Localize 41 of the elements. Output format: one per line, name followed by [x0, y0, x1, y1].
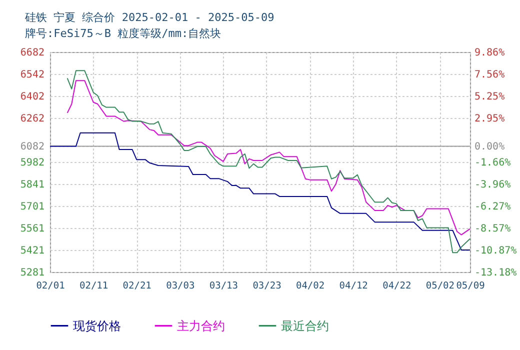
- x-tick-label: 03/13: [209, 280, 238, 292]
- y-tick-label: 6542: [20, 69, 44, 80]
- x-tick-label: 05/09: [456, 280, 486, 292]
- y2-tick-label: -1.66%: [474, 158, 511, 168]
- legend-label: 现货价格: [73, 318, 121, 333]
- y-tick-label: 5841: [20, 180, 44, 191]
- x-tick-label: 03/23: [252, 280, 282, 292]
- legend-label: 主力合约: [177, 318, 225, 333]
- y-tick-label: 5421: [20, 246, 44, 257]
- x-tick-label: 02/01: [36, 280, 66, 292]
- y2-tick-label: -8.57%: [474, 223, 511, 234]
- y2-tick-label: 7.56%: [474, 69, 505, 80]
- x-tick-label: 04/12: [339, 280, 368, 292]
- x-tick-label: 02/21: [122, 280, 152, 292]
- y2-tick-label: 2.95%: [474, 113, 505, 124]
- y-tick-label: 6262: [20, 113, 44, 124]
- x-tick-label: 04/22: [382, 280, 412, 292]
- y-tick-label: 6682: [20, 48, 44, 58]
- y2-tick-label: 0.00%: [474, 142, 505, 153]
- chart-subtitle: 牌号:FeSi75～B 粒度等级/mm:自然块: [25, 27, 222, 40]
- y2-tick-label: 9.86%: [474, 48, 505, 58]
- x-tick-label: 03/03: [166, 280, 195, 292]
- y-tick-label: 5281: [20, 268, 44, 278]
- y-tick-label: 5701: [20, 202, 44, 213]
- y2-tick-label: -10.87%: [474, 245, 517, 256]
- legend-label: 最近合约: [281, 318, 329, 333]
- y2-tick-label: -3.96%: [474, 179, 511, 190]
- y-tick-label: 6402: [20, 91, 44, 102]
- y-tick-label: 5982: [20, 157, 44, 168]
- line-series: [66, 80, 470, 236]
- chart-title: 硅铁 宁夏 综合价 2025-02-01 - 2025-05-09: [24, 11, 274, 24]
- y2-tick-label: -6.27%: [474, 202, 511, 213]
- line-series: [66, 70, 470, 254]
- y-tick-label: 5561: [20, 224, 44, 235]
- y-tick-label: 6082: [20, 142, 44, 153]
- y2-tick-label: -13.18%: [474, 268, 517, 278]
- line-series: [50, 132, 470, 251]
- x-tick-label: 02/11: [79, 280, 108, 292]
- y2-tick-label: 5.25%: [474, 92, 505, 103]
- x-tick-label: 04/02: [296, 280, 325, 292]
- x-tick-label: 05/02: [426, 280, 454, 292]
